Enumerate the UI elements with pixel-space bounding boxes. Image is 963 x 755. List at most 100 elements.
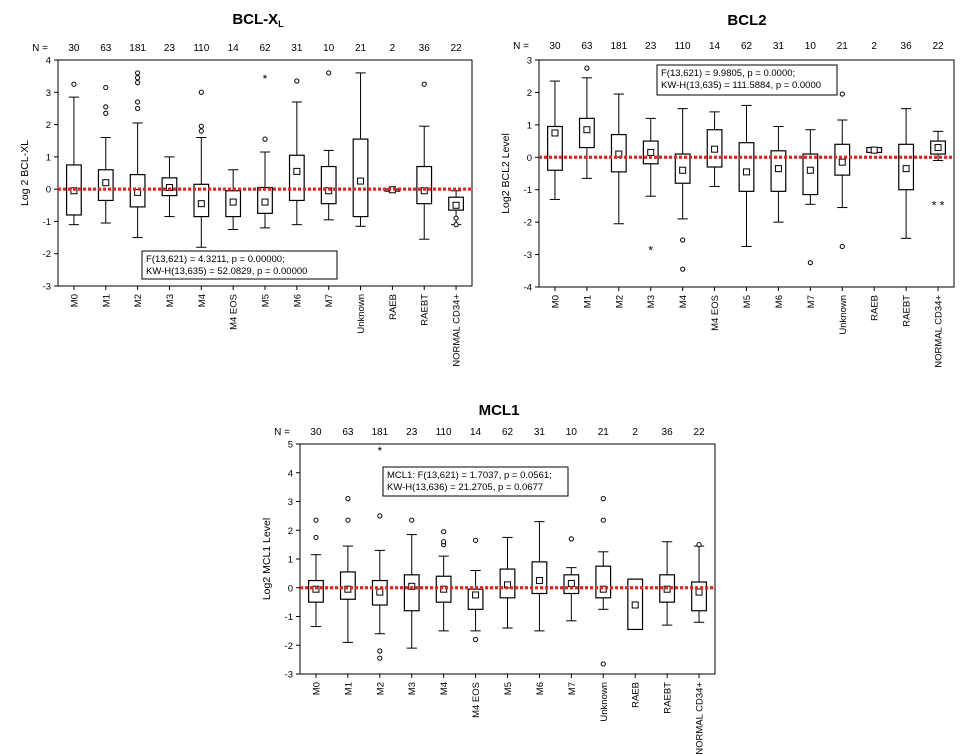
bclxl-box-11 <box>416 81 433 240</box>
bcl2-box-10 <box>866 146 883 154</box>
bcl2-stats-box <box>656 64 838 96</box>
outlier-point <box>135 99 141 105</box>
iqr-box <box>288 154 305 202</box>
mcl1-category-label: M3 <box>407 682 418 695</box>
bcl2-category-label: M2 <box>614 295 625 308</box>
bclxl-n-count: 10 <box>323 43 335 54</box>
mcl1-y-tick-label: -3 <box>285 670 293 681</box>
bcl2-stats-line: KW-H(13,635) = 111.5884, p = 0.0000 <box>661 80 821 91</box>
median-marker <box>711 145 719 153</box>
bcl2-n-count: 62 <box>741 41 753 52</box>
bclxl-category-label: M4 <box>197 294 208 307</box>
outlier-point <box>409 517 415 523</box>
bclxl-n-count: 14 <box>228 43 240 54</box>
mcl1-n-count: 23 <box>406 427 418 438</box>
bcl2-category-label: Unknown <box>838 295 849 335</box>
mcl1-box-9 <box>595 496 612 667</box>
outlier-point <box>313 534 319 541</box>
bclxl-n-prefix: N = <box>32 43 48 54</box>
median-marker <box>838 158 846 166</box>
iqr-box <box>403 574 420 612</box>
bclxl-y-tick-label: -3 <box>43 282 51 293</box>
median-marker <box>934 144 942 152</box>
median-marker <box>551 129 559 137</box>
bclxl-box-1 <box>97 84 114 224</box>
mcl1-n-count: 10 <box>566 427 578 438</box>
median-marker <box>631 601 639 609</box>
median-marker <box>870 146 878 154</box>
median-marker <box>902 165 910 173</box>
median-marker <box>806 166 814 174</box>
outlier-point <box>198 123 204 129</box>
median-marker <box>229 198 237 206</box>
mcl1-title-text: MCL1 <box>479 402 520 419</box>
mcl1-category-label: NORMAL CD34+ <box>695 682 706 755</box>
iqr-box <box>738 142 755 192</box>
bclxl-y-tick-label: 4 <box>46 56 51 67</box>
outlier-point <box>584 65 590 71</box>
extreme-point: * <box>932 198 937 212</box>
bclxl-y-tick-label: 3 <box>46 88 51 99</box>
bcl2-y-tick-label: -2 <box>524 218 532 229</box>
bclxl-n-count: 23 <box>164 43 176 54</box>
mcl1-box-8 <box>563 536 580 622</box>
bclxl-n-count: 62 <box>259 43 271 54</box>
bcl2-box-12: * * <box>930 130 946 212</box>
mcl1-y-axis-label: Log2 MCL1 Level <box>261 518 273 600</box>
bcl2-category-label: RAEB <box>870 295 881 321</box>
outlier-point <box>103 104 109 110</box>
bclxl-box-2 <box>129 70 146 239</box>
bclxl-y-tick-label: 0 <box>46 185 51 196</box>
bclxl-chart: BCL-XLN = 30 63 181 23 110 14 62 31 10 21 2 36 22-3-2… <box>19 11 473 367</box>
mcl1-n-count: 2 <box>632 427 638 438</box>
bclxl-title-text: BCL-X <box>232 11 278 28</box>
bclxl-category-label: RAEBT <box>420 294 431 326</box>
mcl1-box-0 <box>308 517 324 628</box>
mcl1-stats-box <box>382 466 569 497</box>
outlier-point <box>600 661 606 667</box>
mcl1-box-10 <box>627 578 644 631</box>
mcl1-n-count: 14 <box>470 427 482 438</box>
outlier-point <box>313 517 319 523</box>
mcl1-n-count: 62 <box>502 427 514 438</box>
iqr-box <box>339 571 356 600</box>
mcl1-stats-line: MCL1: F(13,621) = 1.7037, p = 0.0561; <box>387 470 552 481</box>
outlier-point <box>453 215 459 221</box>
median-marker <box>567 579 575 587</box>
bcl2-y-tick-label: -3 <box>524 250 532 261</box>
mcl1-box-3 <box>403 517 420 649</box>
outlier-point <box>680 237 686 243</box>
mcl1-category-label: M7 <box>567 682 578 695</box>
bclxl-box-10 <box>384 186 401 194</box>
bclxl-category-label: M6 <box>292 294 303 307</box>
outlier-point <box>472 636 479 643</box>
bclxl-category-label: M3 <box>165 294 176 307</box>
bcl2-n-count: 14 <box>709 41 721 52</box>
mcl1-n-count: 110 <box>436 427 452 438</box>
outlier-point <box>103 84 109 91</box>
mcl1-category-label: M4 <box>439 682 450 695</box>
median-marker <box>647 148 655 156</box>
bclxl-y-tick-label: -1 <box>43 217 51 228</box>
outlier-point <box>696 542 702 548</box>
median-marker <box>261 198 269 206</box>
bclxl-n-count: 36 <box>419 43 431 54</box>
bcl2-n-count: 2 <box>871 41 877 52</box>
outlier-point <box>441 529 447 535</box>
mcl1-y-tick-label: 1 <box>288 555 293 566</box>
iqr-box <box>416 165 433 205</box>
outlier-point <box>198 89 204 95</box>
bcl2-category-label: M1 <box>582 295 593 308</box>
bcl2-category-label: M5 <box>742 295 753 308</box>
bclxl-box-6: * <box>257 72 273 229</box>
bclxl-category-label: M5 <box>261 294 272 307</box>
bclxl-category-label: RAEB <box>388 294 399 320</box>
median-marker <box>293 167 301 175</box>
mcl1-n-prefix: N = <box>274 427 290 438</box>
bcl2-n-count: 31 <box>773 41 785 52</box>
mcl1-n-count: 30 <box>310 427 322 438</box>
outlier-point <box>441 539 447 545</box>
outlier-point <box>345 517 351 523</box>
bclxl-box-7 <box>288 78 305 226</box>
